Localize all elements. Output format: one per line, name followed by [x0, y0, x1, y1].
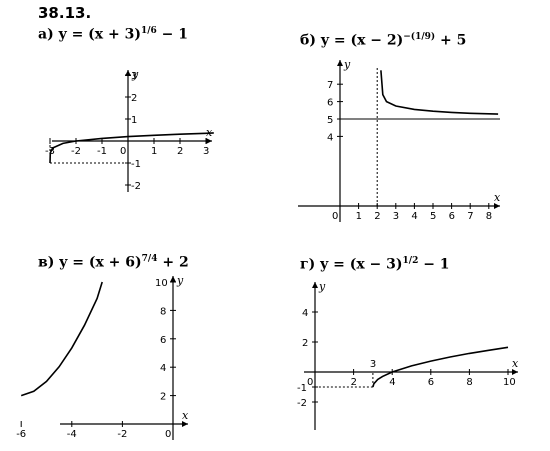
- chart-b-x-tick-label: 1: [356, 211, 362, 222]
- chart-c-y-axis-label: y: [176, 274, 184, 287]
- chart-d-x-axis-label: x: [512, 357, 519, 370]
- chart-b-y-tick-label: 5: [327, 115, 333, 126]
- chart-c-x-arrow: [182, 421, 188, 427]
- chart-c-x-axis-label: x: [182, 409, 189, 422]
- chart-a-x-tick-label: 1: [151, 146, 157, 157]
- chart-d-y-tick-label: -1: [297, 383, 307, 394]
- chart-c-y-arrow: [170, 276, 176, 282]
- caption-a-exp: 1/6: [141, 26, 157, 36]
- chart-b-y-tick-label: 6: [327, 98, 333, 109]
- caption-c-exp: 7/4: [141, 254, 158, 264]
- chart-a-y-tick-label: 1: [131, 115, 137, 126]
- chart-b-y-tick-label: 7: [327, 80, 333, 91]
- chart-c-series-line: [20, 281, 103, 397]
- caption-d-prefix: г) y = (x − 3): [300, 256, 403, 273]
- caption-b-suffix: + 5: [435, 32, 467, 49]
- chart-d-x-tick-label: 8: [466, 377, 472, 388]
- chart-d-x-arrow: [512, 369, 518, 375]
- chart-b-y-arrow: [337, 60, 343, 66]
- chart-b-x-tick-label: 6: [449, 211, 455, 222]
- chart-d-annotation: 3: [370, 359, 376, 370]
- caption-a-suffix: − 1: [156, 26, 189, 43]
- caption-d-suffix: − 1: [418, 256, 450, 273]
- chart-d-x-tick-label: 0: [307, 377, 313, 388]
- chart-d-y-tick-label: 4: [302, 308, 308, 319]
- chart-d-y-tick-label: -2: [297, 398, 307, 409]
- chart-a-y-tick-label: 3: [131, 71, 137, 82]
- chart-d-x-tick-label: 4: [389, 377, 395, 388]
- chart-a-y-tick-label: -2: [131, 181, 141, 192]
- chart-a-x-arrow: [206, 138, 212, 144]
- chart-c-x-tick-label: -6: [16, 429, 26, 440]
- chart-d-y-arrow: [312, 282, 318, 288]
- chart-d-x-tick-label: 6: [428, 377, 434, 388]
- chart-a-x-tick-label: -2: [71, 146, 81, 157]
- chart-b-x-tick-label: 8: [486, 211, 492, 222]
- chart-a-x-tick-label: -1: [97, 146, 107, 157]
- caption-b-exp: −(1/9): [403, 32, 436, 42]
- chart-a-x-tick-label: 2: [177, 146, 183, 157]
- chart-a-series-line: [49, 132, 214, 164]
- chart-a-y-tick-label: -1: [131, 159, 141, 170]
- chart-c-y-tick-label: 8: [160, 306, 166, 317]
- chart-c-y-tick-label: 4: [160, 363, 166, 374]
- chart-a-y-tick-label: 2: [131, 93, 137, 104]
- chart-b-x-axis-label: x: [494, 191, 501, 204]
- chart-c-y-tick-label: 6: [160, 335, 166, 346]
- caption-d: г) y = (x − 3)1/2 − 1: [300, 256, 450, 273]
- caption-b: б) y = (x − 2)−(1/9) + 5: [300, 32, 466, 49]
- problem-number: 38.13.: [38, 4, 92, 22]
- caption-c-suffix: + 2: [157, 254, 189, 271]
- chart-b-x-tick-label: 3: [393, 211, 399, 222]
- chart-a-x-tick-label: -3: [45, 146, 55, 157]
- chart-d-y-tick-label: 2: [302, 338, 308, 349]
- chart-b-x-tick-label: 4: [411, 211, 417, 222]
- caption-a: а) y = (x + 3)1/6 − 1: [38, 26, 188, 43]
- chart-a-y-axis-label: y: [131, 68, 139, 81]
- chart-b-series-line: [380, 70, 499, 115]
- caption-a-prefix: а) y = (x + 3): [38, 26, 141, 43]
- chart-b-x-tick-label: 5: [430, 211, 436, 222]
- caption-d-exp: 1/2: [402, 256, 419, 266]
- chart-c-x-tick-label: 0: [165, 429, 171, 440]
- caption-c: в) y = (x + 6)7/4 + 2: [38, 254, 189, 271]
- chart-c-y-tick-label: 10: [155, 278, 168, 289]
- chart-c-x-tick-label: -4: [67, 429, 77, 440]
- caption-b-prefix: б) y = (x − 2): [300, 32, 404, 49]
- chart-b-x-arrow: [494, 203, 500, 209]
- chart-b-x-tick-label: 0: [332, 211, 338, 222]
- chart-c-y-tick-label: 2: [160, 392, 166, 403]
- chart-d-series-line: [372, 346, 509, 388]
- chart-d-x-tick-label: 10: [503, 377, 516, 388]
- chart-d-x-tick-label: 2: [351, 377, 357, 388]
- chart-c-x-tick-label: -2: [117, 429, 127, 440]
- chart-d-y-axis-label: y: [318, 280, 326, 293]
- chart-b-x-tick-label: 2: [374, 211, 380, 222]
- caption-c-prefix: в) y = (x + 6): [38, 254, 142, 271]
- chart-b-x-tick-label: 7: [467, 211, 473, 222]
- chart-b-y-axis-label: y: [343, 58, 351, 71]
- chart-a-x-tick-label: 3: [203, 146, 209, 157]
- chart-a-x-tick-label: 0: [120, 146, 126, 157]
- chart-b-y-tick-label: 4: [327, 132, 333, 143]
